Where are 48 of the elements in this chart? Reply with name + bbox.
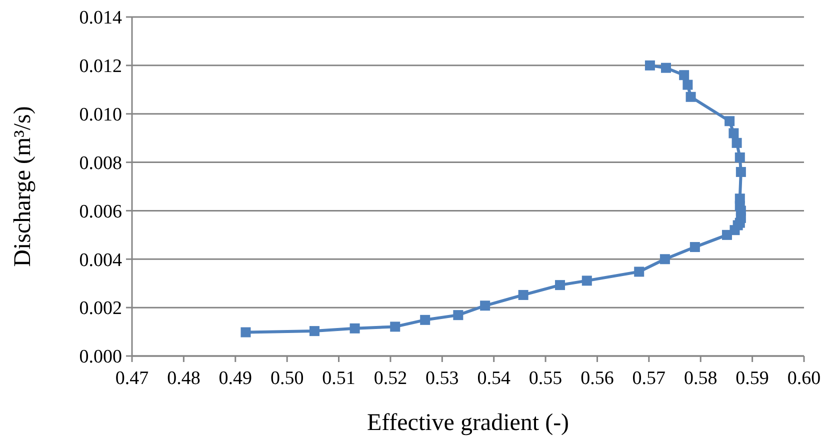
point (679, 70, 690, 80)
point (660, 62, 671, 73)
y-tick-label: 0.014 (79, 8, 122, 29)
y-axis-title: Discharge (m³/s) (10, 106, 36, 267)
point (453, 310, 464, 320)
point (660, 254, 670, 264)
point (734, 152, 745, 162)
x-tick-label: 0.49 (218, 368, 252, 389)
y-tick-label: 0.008 (79, 152, 122, 174)
x-tick-label: 0.59 (736, 368, 769, 389)
point (644, 60, 655, 70)
point (728, 128, 739, 138)
point (724, 116, 735, 126)
x-tick-label: 0.53 (426, 368, 459, 389)
x-tick-label: 0.52 (374, 368, 408, 389)
x-axis-title: Effective gradient (-) (366, 410, 570, 436)
y-tick-label: 0.012 (79, 56, 122, 78)
point (682, 80, 693, 90)
y-tick-label: 0.002 (79, 298, 122, 320)
x-tick-label: 0.54 (477, 368, 511, 389)
x-tick-label: 0.55 (528, 368, 562, 389)
x-tick-label: 0.56 (580, 368, 614, 389)
y-tick-label: 0.010 (79, 104, 122, 126)
y-tick-label: 0.000 (79, 346, 122, 368)
y-tick-label: 0.006 (79, 201, 122, 222)
point (686, 92, 696, 102)
point (734, 194, 745, 204)
x-tick-label: 0.47 (115, 368, 149, 389)
point (634, 266, 644, 277)
point (240, 327, 251, 338)
point (736, 166, 746, 177)
point (480, 300, 490, 311)
point (309, 326, 320, 336)
point (420, 314, 430, 325)
y-tick-label: 0.004 (79, 250, 122, 271)
point (350, 323, 360, 334)
point (582, 276, 592, 286)
x-tick-label: 0.58 (684, 368, 718, 389)
x-tick-label: 0.60 (787, 368, 821, 389)
point (390, 322, 400, 332)
point (732, 138, 742, 148)
x-tick-label: 0.51 (322, 368, 356, 389)
point (690, 242, 700, 252)
point (518, 290, 528, 300)
x-tick-label: 0.50 (270, 368, 304, 389)
x-tick-label: 0.48 (167, 368, 200, 389)
x-tick-label: 0.57 (632, 368, 666, 389)
point (555, 280, 566, 290)
